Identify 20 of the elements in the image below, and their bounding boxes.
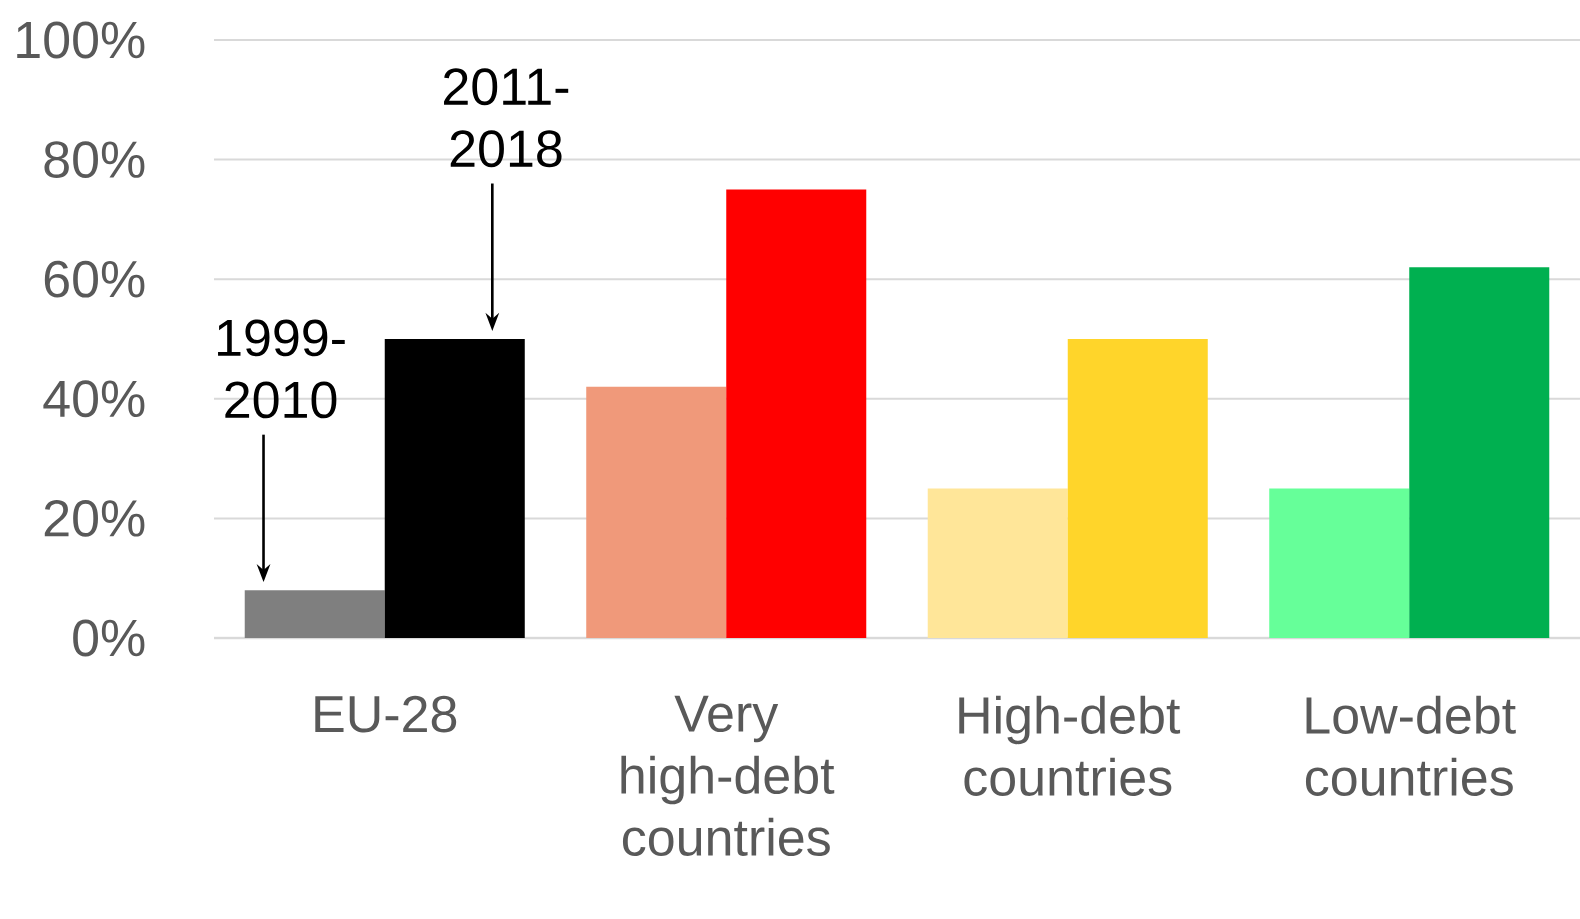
x-tick-label: High-debt countries (959, 695, 1181, 796)
bar (586, 386, 727, 638)
y-tick-label: 40% (43, 380, 145, 418)
y-tick-label: 60% (44, 260, 145, 298)
bar (1269, 488, 1410, 638)
annotation: 2011-2018 (444, 68, 569, 168)
y-tick-label: 80% (44, 141, 145, 178)
bar (927, 488, 1068, 638)
bar (1409, 267, 1550, 638)
x-tick-label: Low-debt countries (1305, 695, 1516, 796)
y-tick-label: 0% (73, 619, 145, 657)
bar (244, 590, 385, 638)
bar (384, 338, 525, 638)
x-tick-label: EU-28 (315, 695, 457, 733)
bar (1067, 338, 1208, 638)
y-tick-label: 20% (44, 499, 145, 537)
y-tick-label: 100% (17, 21, 145, 59)
bar (726, 189, 867, 638)
annotation: 1999-2010 (218, 319, 345, 419)
x-tick-label: Very high-debt countries (621, 695, 835, 856)
